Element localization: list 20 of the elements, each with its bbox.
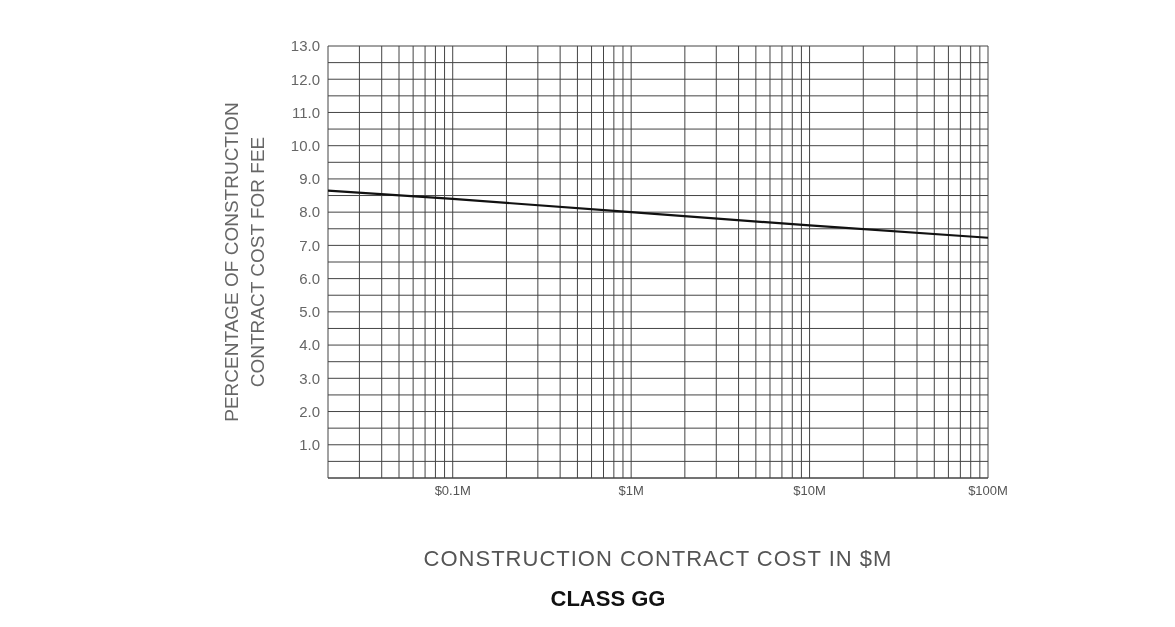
y-tick-label: 6.0 [299, 269, 320, 287]
y-tick-label: 10.0 [290, 137, 320, 155]
x-tick-label: $0.1M [434, 483, 471, 499]
y-tick-label: 13.0 [290, 37, 320, 55]
y-tick-label: 11.0 [291, 103, 320, 121]
y-tick-label: 4.0 [299, 336, 320, 354]
y-tick-label: 5.0 [299, 303, 320, 321]
x-tick-label: $100M [968, 483, 1008, 499]
y-tick-label: 1.0 [299, 436, 320, 454]
text: CLASS GG [549, 586, 667, 612]
y-axis-title: PERCENTAGE OF CONSTRUCTION CONTRACT COST FOR FEE [221, 102, 268, 422]
y-tick-label: 3.0 [299, 369, 320, 387]
x-axis-title: CONSTRUCTION CONTRACT COST IN $M [422, 546, 894, 572]
y-tick-label: 2.0 [299, 402, 320, 420]
y-tick-label: 7.0 [299, 236, 320, 254]
y-tick-label: 8.0 [299, 203, 320, 221]
y-tick-label: 12.0 [290, 70, 320, 88]
x-tick-label: $1M [618, 483, 644, 499]
x-tick-label: $10M [793, 483, 826, 499]
y-tick-label: 9.0 [299, 170, 320, 188]
